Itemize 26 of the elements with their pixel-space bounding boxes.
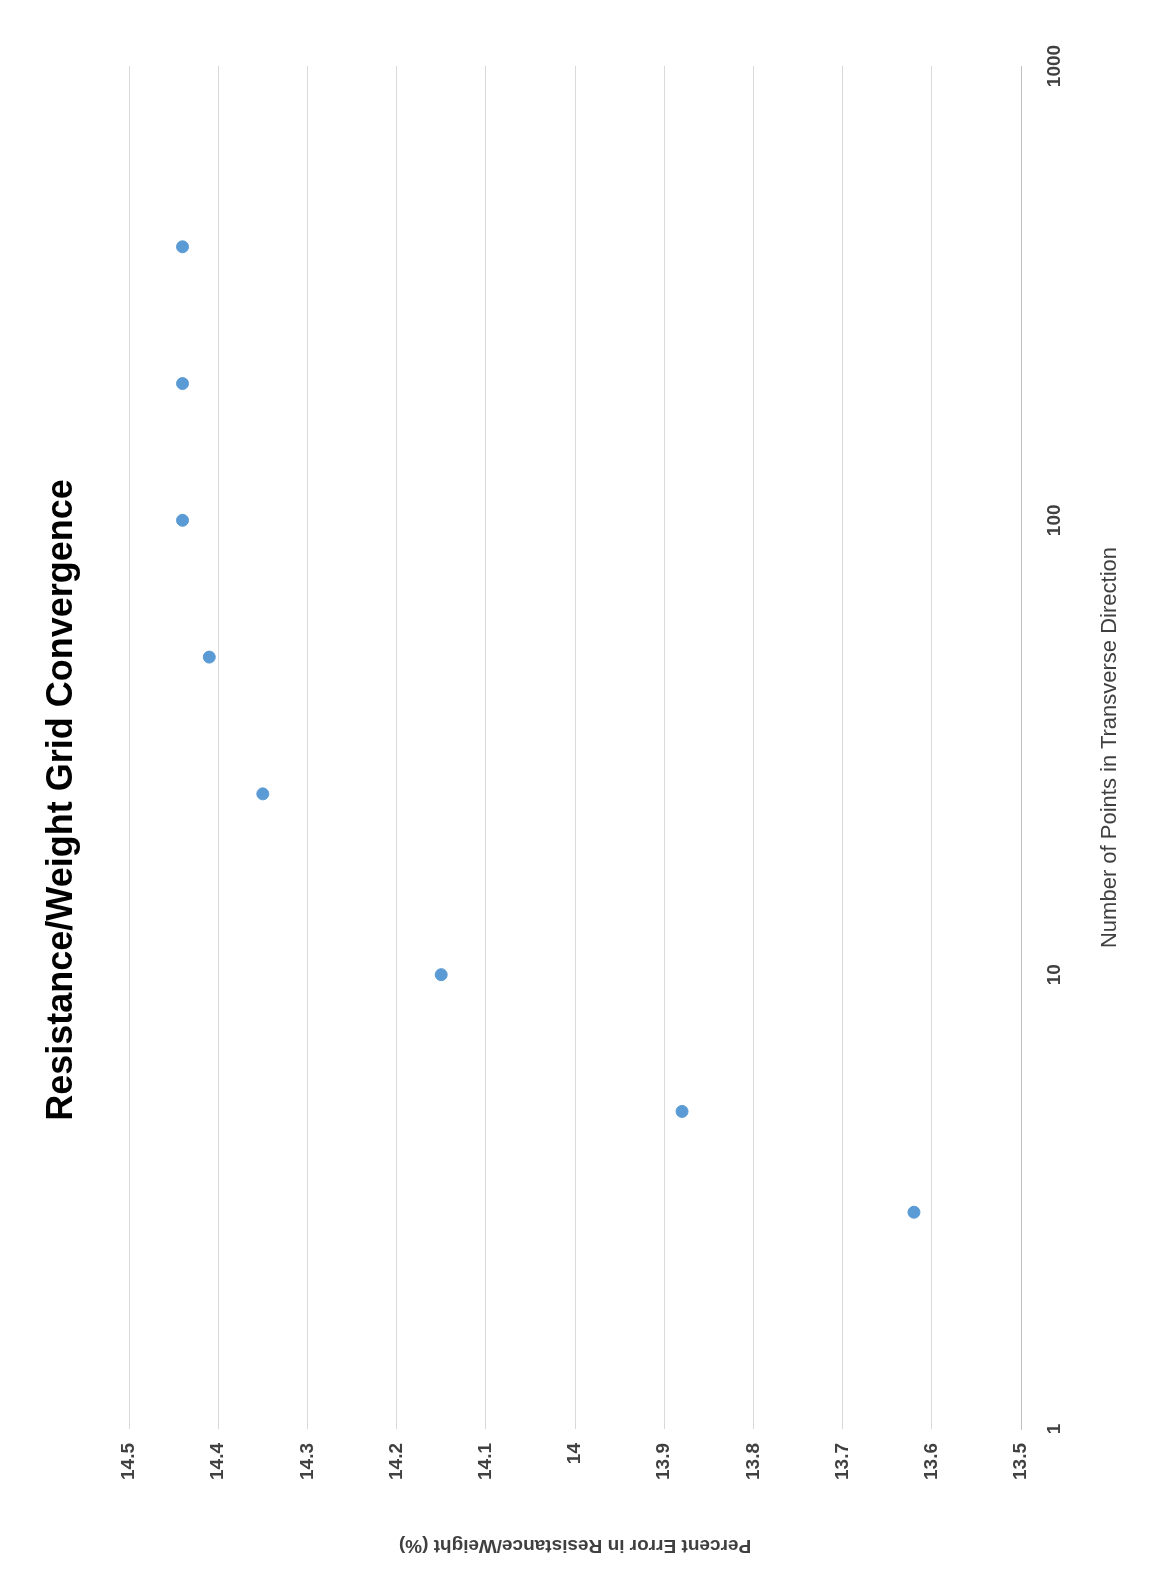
x-tick-label: 13.6 (920, 1443, 942, 1480)
point (176, 377, 190, 391)
x-axis-title: Percent Error in Resistance/Weight (%) (398, 1535, 752, 1557)
x-tick-label: 14.4 (206, 1442, 228, 1480)
text: Resistance/Weight Grid Convergence (38, 479, 80, 1121)
point (176, 513, 190, 527)
point (675, 1104, 689, 1118)
point (907, 1205, 921, 1219)
x-tick-label: 13.8 (741, 1443, 763, 1480)
point (176, 240, 190, 254)
y-tick-label: 1 (1043, 1423, 1065, 1435)
x-tick-label: 13.5 (1009, 1442, 1031, 1480)
y-tick-label: 10 (1043, 964, 1065, 986)
y-tick-label: 100 (1043, 504, 1065, 537)
point (434, 968, 448, 982)
y-tick-label: 1000 (1043, 44, 1065, 88)
y-axis-title: Number of Points in Transverse Direction (1096, 546, 1122, 949)
x-tick-label: 14.5 (117, 1442, 139, 1480)
x-tick-label: 13.9 (652, 1443, 674, 1480)
point (202, 650, 216, 664)
point (256, 787, 270, 801)
x-tick-label: 14.3 (295, 1443, 317, 1480)
x-tick-label: 13.7 (830, 1443, 852, 1480)
x-tick-label: 14.1 (474, 1442, 496, 1480)
x-tick-label: 14 (563, 1442, 585, 1465)
x-tick-label: 14.2 (384, 1443, 406, 1480)
